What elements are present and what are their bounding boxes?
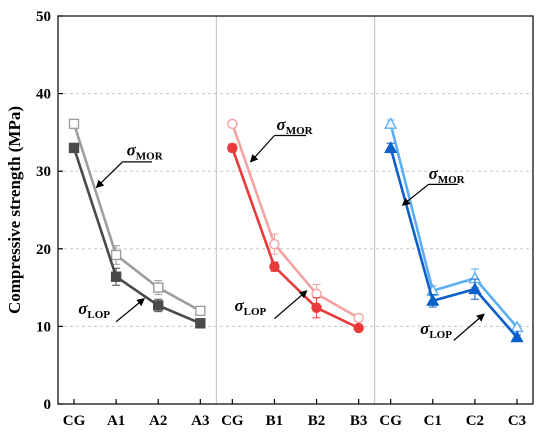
plot-frame [57,15,534,405]
data-point-mor [269,238,280,250]
data-point-mor [227,118,238,130]
data-point-lop [311,302,322,313]
x-tick-label: B1 [266,413,284,429]
x-tick-label: B3 [350,413,368,429]
series-line-lop [389,147,518,339]
data-point-mor [68,118,80,130]
x-tick-label: B2 [308,413,326,429]
annotation-label-mor: σMOR [429,164,466,186]
y-tick-label: 40 [36,87,51,103]
panel-dividers [215,16,376,404]
annotation-label-lop: σLOP [420,319,452,341]
data-point-lop [510,330,524,343]
series-line-lop [72,147,201,325]
annotation-label-lop: σLOP [234,296,266,318]
annotation-label-mor: σMOR [277,115,314,137]
data-point-lop [227,142,238,154]
series-line-mor [389,123,518,329]
annotation-layer: σMOR σLOP σMOR σLOP σMOR σLOP [78,115,485,341]
axis-layer: 0 10 20 30 40 50 CG A1 A2 A3 CG B1 B2 B3 CG C1 C2 C3 [36,9,534,429]
data-point-mor [110,249,122,261]
data-point-mor [153,282,164,293]
x-tick-label: A2 [149,413,167,429]
data-point-lop [195,318,206,329]
annotation-arrow [249,135,275,163]
y-axis-title: Compressive strength (MPa) [5,106,24,314]
x-tick-label: CG [63,413,86,429]
annotation-arrow [274,290,308,320]
x-tick-label: C2 [466,413,484,429]
y-tick-label: 20 [36,242,51,258]
series-line-mor [231,123,360,319]
series-layer [68,117,524,343]
y-tick-label: 0 [44,397,52,413]
data-point-lop [269,261,280,272]
annotation-label-lop: σLOP [78,299,110,321]
series-line-mor [72,123,201,313]
data-point-lop [110,271,122,282]
data-point-mor [384,117,398,129]
x-tick-label: CG [221,413,244,429]
y-tick-label: 30 [36,164,51,180]
data-point-lop [384,141,398,153]
data-point-lop [468,282,482,295]
x-tick-label: C3 [508,413,526,429]
annotation-label-mor: σMOR [127,141,164,163]
y-tick-label: 10 [36,319,51,335]
data-point-lop [68,142,80,154]
x-tick-label: A1 [107,413,125,429]
annotation-arrow [115,297,146,323]
grid-layer [58,93,533,327]
data-point-mor [195,305,206,317]
data-point-lop [353,322,364,334]
series-line-lop [231,147,360,330]
data-point-mor [311,288,322,300]
y-tick-label: 50 [36,9,51,25]
x-tick-label: CG [379,413,402,429]
data-point-lop [153,300,164,311]
annotation-arrow [95,161,123,189]
data-point-mor [353,312,364,324]
x-tick-label: C1 [424,413,442,429]
annotation-arrow [453,313,485,341]
x-tick-label: A3 [191,413,209,429]
annotation-arrow [401,183,429,206]
data-point-lop [426,293,440,306]
